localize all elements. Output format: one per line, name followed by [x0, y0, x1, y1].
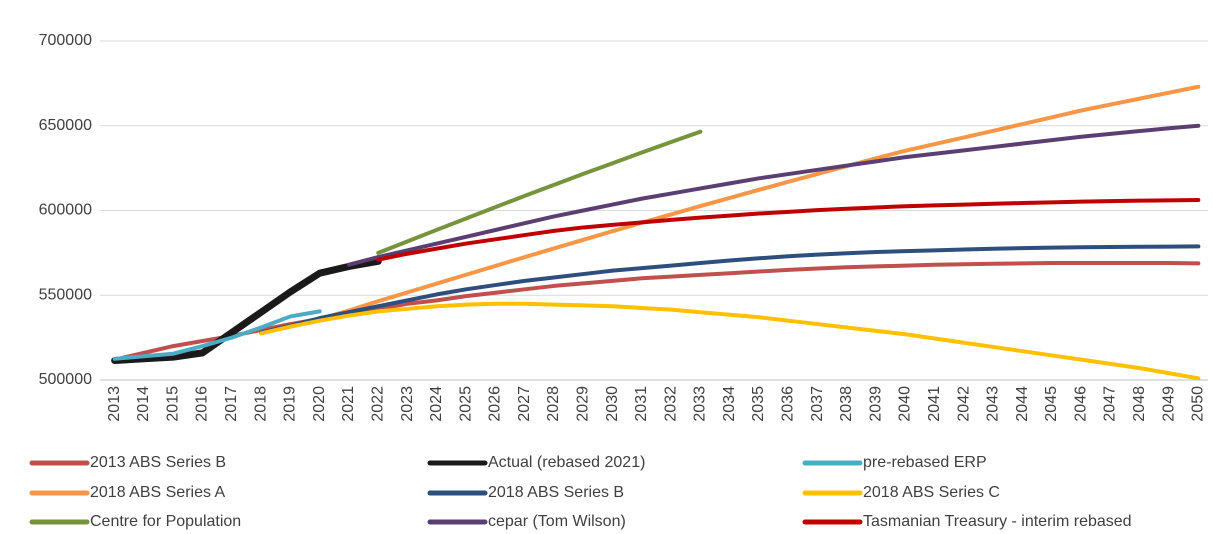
x-tick-label: 2035	[750, 386, 767, 422]
x-tick-label: 2036	[780, 386, 797, 422]
x-tick-label: 2024	[428, 386, 445, 422]
y-tick-label: 550000	[39, 286, 92, 303]
legend-label: 2013 ABS Series B	[90, 454, 226, 471]
x-tick-label: 2034	[721, 386, 738, 422]
x-tick-label: 2031	[633, 386, 650, 422]
x-tick-label: 2018	[252, 386, 269, 422]
x-tick-label: 2016	[194, 386, 211, 422]
x-tick-label: 2013	[106, 386, 123, 422]
series-line	[112, 261, 1201, 362]
x-tick-label: 2044	[1014, 386, 1031, 422]
x-tick-label: 2049	[1160, 386, 1177, 422]
x-tick-label: 2040	[897, 386, 914, 422]
x-tick-label: 2027	[516, 386, 533, 422]
x-tick-label: 2015	[164, 386, 181, 422]
x-tick-label: 2039	[867, 386, 884, 422]
series-line	[259, 301, 1201, 381]
x-tick-label: 2026	[487, 386, 504, 422]
x-tick-label: 2042	[955, 386, 972, 422]
y-tick-label: 700000	[39, 32, 92, 49]
x-tick-label: 2021	[340, 386, 357, 422]
x-tick-label: 2025	[457, 386, 474, 422]
series-line	[376, 129, 703, 255]
series-line	[346, 123, 1201, 267]
x-tick-label: 2023	[399, 386, 416, 422]
x-tick-label: 2029	[574, 386, 591, 422]
x-tick-label: 2047	[1102, 386, 1119, 422]
x-tick-label: 2045	[1043, 386, 1060, 422]
x-tick-label: 2038	[838, 386, 855, 422]
series-line	[112, 309, 322, 361]
legend-label: Tasmanian Treasury - interim rebased	[863, 513, 1132, 530]
y-tick-label: 600000	[39, 202, 92, 219]
series-line	[111, 257, 382, 365]
x-tick-label: 2014	[135, 386, 152, 422]
x-tick-label: 2019	[282, 386, 299, 422]
legend-label: 2018 ABS Series C	[863, 484, 1000, 501]
x-tick-label: 2043	[985, 386, 1002, 422]
legend-label: Centre for Population	[90, 513, 241, 530]
x-tick-label: 2032	[662, 386, 679, 422]
legend-label: pre-rebased ERP	[863, 454, 987, 471]
x-tick-label: 2050	[1190, 386, 1207, 422]
y-tick-label: 650000	[39, 117, 92, 134]
x-tick-label: 2028	[545, 386, 562, 422]
legend-label: cepar (Tom Wilson)	[488, 513, 626, 530]
x-tick-label: 2022	[369, 386, 386, 422]
x-tick-label: 2041	[926, 386, 943, 422]
legend-label: 2018 ABS Series B	[488, 484, 624, 501]
x-tick-label: 2033	[692, 386, 709, 422]
legend-label: 2018 ABS Series A	[90, 484, 226, 501]
legend-label: Actual (rebased 2021)	[488, 454, 645, 471]
y-tick-label: 500000	[39, 371, 92, 388]
x-tick-label: 2037	[809, 386, 826, 422]
x-tick-label: 2017	[223, 386, 240, 422]
x-tick-label: 2048	[1131, 386, 1148, 422]
x-tick-label: 2030	[604, 386, 621, 422]
series-line	[259, 244, 1201, 335]
x-tick-label: 2020	[311, 386, 328, 422]
x-tick-label: 2046	[1072, 386, 1089, 422]
series-line	[376, 197, 1201, 262]
series-line	[259, 84, 1201, 335]
